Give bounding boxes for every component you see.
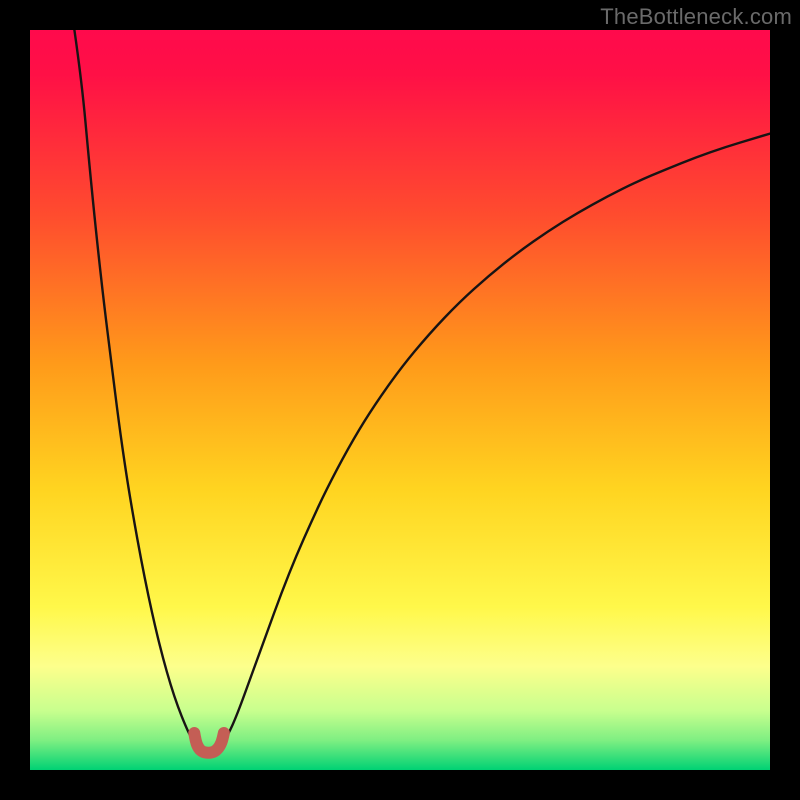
chart-container: TheBottleneck.com [0, 0, 800, 800]
watermark-text: TheBottleneck.com [600, 4, 792, 30]
plot-area [30, 30, 770, 770]
bottleneck-chart [0, 0, 800, 800]
